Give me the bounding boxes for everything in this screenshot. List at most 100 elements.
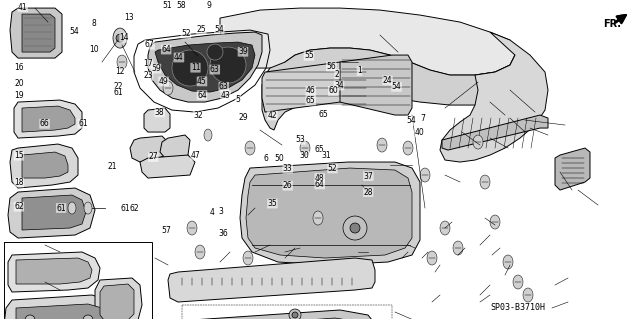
Text: 48: 48 [315, 174, 324, 182]
Text: 66: 66 [40, 119, 49, 128]
Text: 63: 63 [210, 65, 220, 74]
Text: 5: 5 [236, 95, 241, 104]
Text: 23: 23 [143, 71, 153, 80]
Text: 3: 3 [219, 207, 224, 216]
Text: 37: 37 [364, 172, 373, 181]
Polygon shape [262, 62, 368, 112]
Text: 27: 27 [148, 152, 158, 161]
Text: 25: 25 [196, 25, 206, 34]
Text: 47: 47 [191, 151, 200, 160]
Text: 54: 54 [392, 82, 401, 91]
Text: 28: 28 [364, 188, 373, 197]
Circle shape [172, 50, 208, 86]
Ellipse shape [163, 81, 173, 95]
Text: 29: 29 [238, 113, 248, 122]
Ellipse shape [243, 251, 253, 265]
Circle shape [210, 47, 246, 83]
Text: 61: 61 [78, 119, 88, 128]
Polygon shape [130, 136, 168, 162]
Polygon shape [22, 152, 68, 178]
Polygon shape [22, 106, 75, 132]
Text: 65: 65 [306, 96, 316, 105]
Polygon shape [140, 155, 195, 178]
Ellipse shape [84, 202, 92, 214]
Text: 62: 62 [130, 204, 140, 212]
Circle shape [116, 34, 124, 42]
Ellipse shape [245, 141, 255, 155]
Ellipse shape [113, 28, 127, 48]
Ellipse shape [503, 255, 513, 269]
Ellipse shape [117, 55, 127, 69]
Circle shape [292, 312, 298, 318]
Text: 26: 26 [283, 181, 292, 190]
Ellipse shape [195, 245, 205, 259]
Text: 61: 61 [56, 204, 66, 212]
Polygon shape [100, 284, 134, 319]
Text: 65: 65 [319, 110, 328, 119]
Text: 19: 19 [14, 91, 24, 100]
Text: 52: 52 [328, 164, 337, 173]
Polygon shape [95, 278, 142, 319]
Text: 64: 64 [197, 91, 207, 100]
Text: 55: 55 [304, 51, 314, 60]
Ellipse shape [523, 288, 533, 302]
Text: 44: 44 [174, 53, 184, 62]
Ellipse shape [480, 175, 490, 189]
Polygon shape [246, 168, 412, 258]
Polygon shape [440, 32, 548, 162]
Text: 56: 56 [326, 62, 336, 71]
Text: 54: 54 [69, 27, 79, 36]
Text: 4: 4 [210, 208, 215, 217]
Polygon shape [180, 310, 380, 319]
Polygon shape [340, 55, 412, 115]
Polygon shape [8, 252, 100, 292]
Circle shape [83, 315, 93, 319]
Text: 14: 14 [120, 33, 129, 42]
Text: 13: 13 [124, 13, 134, 22]
Text: 54: 54 [406, 116, 416, 125]
Text: 58: 58 [177, 1, 186, 10]
Polygon shape [188, 318, 368, 319]
Polygon shape [22, 195, 86, 230]
Ellipse shape [204, 129, 212, 141]
Circle shape [350, 223, 360, 233]
Text: 17: 17 [143, 59, 153, 68]
Ellipse shape [453, 241, 463, 255]
Circle shape [207, 44, 223, 60]
Polygon shape [144, 108, 170, 132]
Text: 43: 43 [221, 91, 230, 100]
Text: 52: 52 [181, 29, 191, 38]
Ellipse shape [187, 221, 197, 235]
Circle shape [289, 309, 301, 319]
Text: 39: 39 [238, 47, 248, 56]
Ellipse shape [300, 141, 310, 155]
Text: 64: 64 [161, 45, 171, 54]
Text: 22: 22 [114, 82, 124, 91]
Text: 54: 54 [214, 25, 224, 34]
Text: 12: 12 [115, 67, 125, 76]
Text: 53: 53 [296, 135, 305, 144]
Circle shape [343, 216, 367, 240]
Text: 51: 51 [162, 1, 172, 10]
Text: 15: 15 [14, 151, 24, 160]
Polygon shape [442, 115, 548, 150]
Polygon shape [10, 144, 78, 188]
Ellipse shape [377, 138, 387, 152]
Text: 31: 31 [321, 151, 331, 160]
Text: 41: 41 [18, 3, 28, 11]
Ellipse shape [420, 168, 430, 182]
Text: FR.: FR. [603, 19, 621, 29]
Text: 21: 21 [108, 162, 117, 171]
Text: 59: 59 [151, 64, 161, 73]
Polygon shape [168, 258, 375, 302]
Polygon shape [10, 8, 62, 58]
Ellipse shape [68, 202, 76, 214]
Polygon shape [155, 42, 255, 92]
Text: 33: 33 [283, 164, 292, 173]
Polygon shape [160, 135, 190, 160]
Ellipse shape [440, 221, 450, 235]
Text: 10: 10 [90, 45, 99, 54]
Text: 1: 1 [357, 66, 362, 75]
Text: 20: 20 [14, 79, 24, 88]
Text: 62: 62 [14, 202, 24, 211]
